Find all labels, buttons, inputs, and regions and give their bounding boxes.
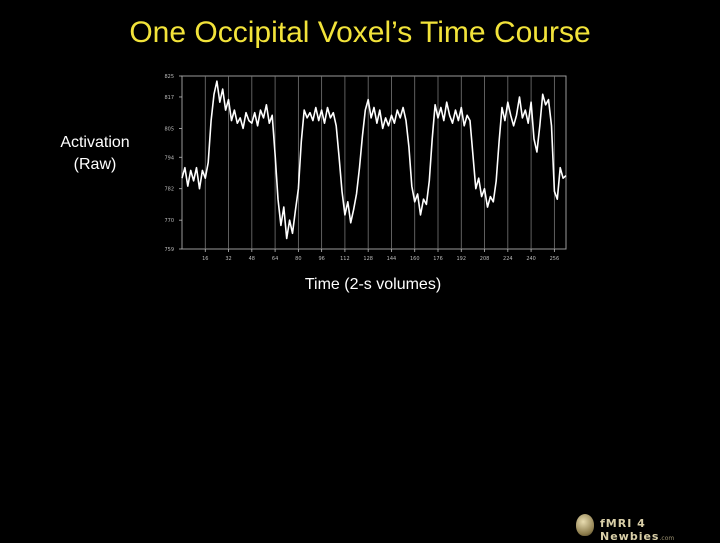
brain-logo-icon (576, 514, 594, 536)
x-tick-label: 48 (249, 256, 255, 262)
y-tick-label: 759 (164, 247, 174, 253)
y-tick-label: 825 (164, 74, 174, 80)
logo-text: fMRI 4 Newbies.com (600, 517, 712, 543)
plot-frame (181, 75, 567, 250)
x-tick-label: 96 (318, 256, 324, 262)
x-tick-label: 128 (363, 256, 373, 262)
x-tick-label: 176 (433, 256, 443, 262)
slide-title: One Occipital Voxel’s Time Course (129, 16, 591, 49)
x-tick-label: 224 (503, 256, 513, 262)
x-tick-label: 240 (526, 256, 536, 262)
x-tick-label: 256 (550, 256, 560, 262)
x-tick-label: 192 (456, 256, 466, 262)
x-tick-label: 112 (340, 256, 350, 262)
x-tick-label: 16 (202, 256, 208, 262)
x-tick-label: 160 (410, 256, 420, 262)
logo-text-suffix: .com (659, 535, 675, 542)
series-line (181, 80, 567, 240)
y-tick-label: 817 (164, 95, 174, 101)
x-tick-label: 208 (480, 256, 490, 262)
y-tick-label: 805 (164, 126, 174, 132)
x-tick-label: 144 (387, 256, 397, 262)
x-tick-label: 64 (272, 256, 278, 262)
x-tick-label: 32 (225, 256, 231, 262)
y-axis-label: Activation (Raw) (40, 132, 150, 176)
logo-text-main: fMRI 4 Newbies (600, 517, 660, 543)
y-tick-label: 794 (164, 155, 174, 161)
site-logo: fMRI 4 Newbies.com (572, 512, 712, 543)
y-tick-label: 770 (164, 218, 174, 224)
y-axis-label-line1: Activation (60, 134, 130, 151)
x-tick-label: 80 (295, 256, 301, 262)
y-tick-label: 782 (164, 187, 174, 193)
y-axis-label-line2: (Raw) (73, 156, 117, 173)
x-axis-label: Time (2-s volumes) (304, 276, 442, 293)
